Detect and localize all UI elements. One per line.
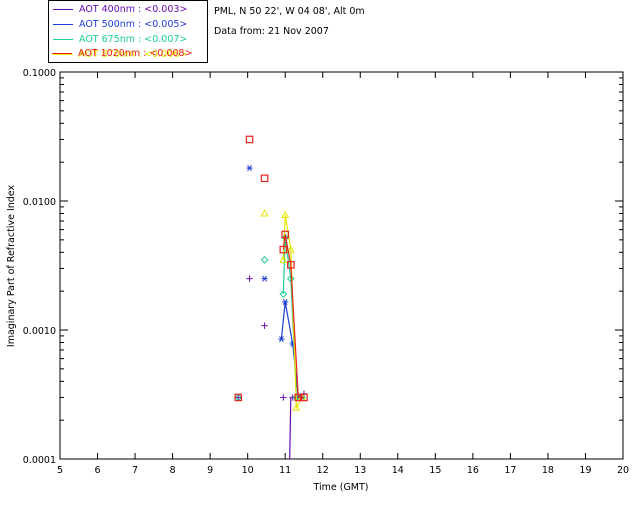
- data-point-aot-1020nm-0-008-1: [245, 135, 254, 144]
- data-point-aot-1020nm-0-008-2: [260, 174, 269, 183]
- x-tick-label-18: 18: [542, 465, 554, 476]
- series-line-aot-870nm-0-006: [282, 214, 303, 410]
- data-point-aot-500nm-0-005-3-c: [282, 298, 288, 305]
- x-axis-title: Time (GMT): [312, 482, 368, 493]
- data-point-aot-675nm-0-007-3: [281, 233, 290, 242]
- date-label: Data from: 21 Nov 2007: [214, 26, 329, 37]
- legend-line-500nm: [53, 24, 73, 25]
- y-tick-label-3: 0.1000: [23, 68, 56, 79]
- x-tick-label-9: 9: [207, 465, 213, 476]
- series-line-aot-1020nm-0-008: [282, 234, 304, 399]
- legend-line-400nm: [53, 9, 73, 10]
- location-label: PML, N 50 22', W 04 08', Alt 0m: [214, 6, 365, 17]
- legend-label-400nm: AOT 400nm : <0.003>: [79, 4, 188, 15]
- axis-layer: 5 6 7 8 9 10 11 12 13 14 15 16 17 18 19 20 0.0001 0.0010 0…: [23, 68, 629, 476]
- legend-line-870nm: [53, 54, 73, 55]
- x-tick-label-10: 10: [242, 465, 254, 476]
- series-line-aot-500nm-0-005: [280, 301, 303, 399]
- data-point-aot-400nm-0-003-0: [235, 394, 242, 401]
- data-point-aot-1020nm-0-008-6: [294, 393, 303, 402]
- data-point-aot-400nm-0-003-3: [280, 394, 287, 401]
- legend-item-675nm: AOT 675nm : <0.007>: [53, 32, 187, 47]
- x-tick-label-6: 6: [95, 465, 101, 476]
- x-tick-label-14: 14: [392, 465, 404, 476]
- data-point-aot-675nm-0-007-2: [279, 290, 288, 298]
- legend-line-675nm: [53, 39, 73, 40]
- x-tick-label-17: 17: [504, 465, 516, 476]
- data-point-aot-1020nm-0-008-0: [234, 393, 243, 402]
- x-tick-label-19: 19: [579, 465, 591, 476]
- data-point-aot-500nm-0-005-1: [261, 275, 268, 282]
- data-point-aot-1020nm-0-008-7: [300, 393, 308, 402]
- y-axis-title: Imaginary Part of Refractive Index: [6, 185, 17, 348]
- legend-item-400nm: AOT 400nm : <0.003>: [53, 2, 187, 17]
- series-layer: [234, 135, 308, 459]
- legend-item-870nm: AOT 870nm : <0.006>: [53, 47, 187, 62]
- data-point-aot-1020nm-0-008-4: [281, 230, 290, 239]
- data-point-aot-870nm-0-006-2: [281, 210, 290, 218]
- x-tick-label-8: 8: [170, 465, 176, 476]
- data-point-aot-400nm-0-003-1: [246, 275, 253, 282]
- data-point-aot-500nm-0-005-1-c: [262, 275, 267, 282]
- x-tick-label-13: 13: [354, 465, 366, 476]
- series-aot-870nm-0-006: [260, 209, 307, 411]
- legend-line-1020nm: [52, 53, 72, 54]
- data-point-aot-1020nm-0-008-5: [287, 261, 295, 269]
- x-tick-label-11: 11: [279, 465, 291, 476]
- x-tick-label-16: 16: [467, 465, 479, 476]
- data-point-aot-500nm-0-005-2: [278, 336, 285, 343]
- legend-item-500nm: AOT 500nm : <0.005>: [53, 17, 187, 32]
- y-tick-label-0: 0.0001: [23, 455, 56, 466]
- legend-label-870nm: AOT 870nm : <0.006>: [79, 49, 188, 60]
- y-tick-label-2: 0.0100: [23, 197, 56, 208]
- data-point-aot-870nm-0-006-4: [292, 403, 301, 411]
- data-point-aot-675nm-0-007-1: [260, 255, 269, 264]
- data-point-aot-1020nm-0-008-3: [279, 245, 288, 254]
- x-tick-label-20: 20: [617, 465, 629, 476]
- data-point-aot-870nm-0-006-0: [260, 209, 269, 217]
- x-tick-label-7: 7: [132, 465, 138, 476]
- x-tick-label-5: 5: [57, 465, 63, 476]
- x-tick-label-12: 12: [317, 465, 329, 476]
- legend: AOT 400nm : <0.003> AOT 500nm : <0.005> …: [48, 0, 208, 63]
- x-tick-label-15: 15: [429, 465, 441, 476]
- legend-label-500nm: AOT 500nm : <0.005>: [79, 19, 188, 30]
- data-point-aot-500nm-0-005-3: [282, 298, 289, 305]
- legend-label-675nm: AOT 675nm : <0.007>: [79, 34, 188, 45]
- data-point-aot-675nm-0-007-4: [286, 274, 295, 283]
- data-point-aot-870nm-0-006-1: [279, 255, 288, 263]
- legend-item-1020nm: AOT 1020nm : <0.008>: [52, 46, 192, 61]
- series-aot-1020nm-0-008: [234, 135, 308, 402]
- data-point-aot-500nm-0-005-0: [246, 165, 253, 172]
- data-point-aot-500nm-0-005-0-c: [247, 165, 252, 172]
- data-point-aot-870nm-0-006-3: [286, 245, 295, 253]
- plot-area: [59, 71, 624, 460]
- data-point-aot-400nm-0-003-2: [261, 322, 268, 329]
- data-point-aot-500nm-0-005-2-c: [279, 336, 284, 343]
- legend-label-1020nm: AOT 1020nm : <0.008>: [78, 48, 193, 59]
- y-tick-label-1: 0.0010: [23, 326, 56, 337]
